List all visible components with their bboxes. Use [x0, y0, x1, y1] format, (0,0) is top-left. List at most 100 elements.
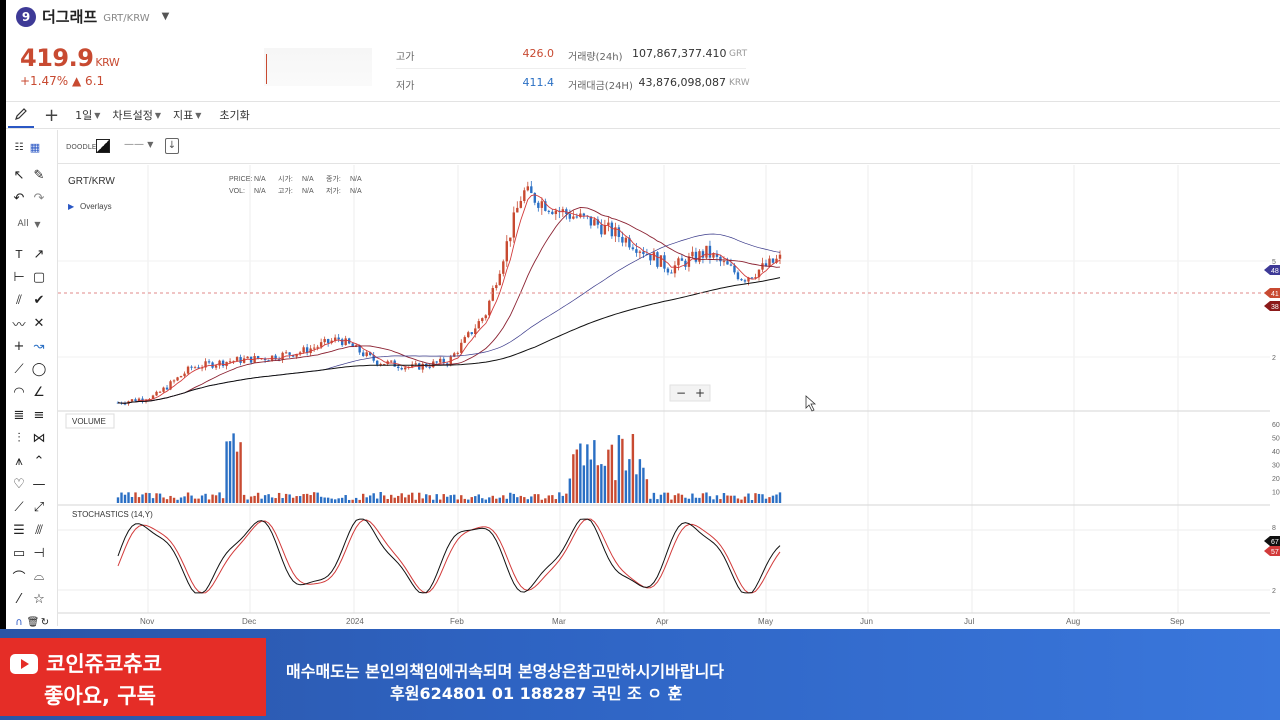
candle-body	[743, 280, 747, 282]
volume-bar	[736, 498, 740, 503]
candle-body	[754, 277, 757, 279]
price-marker	[1264, 301, 1280, 311]
candle-body	[239, 357, 242, 363]
list-view-icon[interactable]: ☷	[14, 141, 24, 153]
gann-tool-icon[interactable]: ∠	[33, 384, 45, 400]
rectangle-tool-icon[interactable]: ▭	[12, 545, 26, 561]
volume-bar	[235, 451, 239, 503]
chart-settings-button[interactable]: 차트설정 ▼	[112, 109, 162, 122]
volume-bar	[249, 496, 253, 503]
interval-select[interactable]: 1일 ▼	[75, 109, 101, 122]
volume-bar	[127, 492, 130, 503]
volume-bar	[421, 498, 424, 503]
volume-bar	[312, 492, 316, 503]
volume-bar	[425, 494, 428, 503]
star-tool-icon[interactable]: ☆	[33, 591, 45, 607]
extended-line-tool-icon[interactable]: ⤢	[33, 499, 45, 515]
tool-filter-select[interactable]: All ▼	[17, 219, 41, 229]
subscribe-prompt: 좋아요, 구독	[44, 684, 156, 708]
grid-view-icon[interactable]: ▦	[29, 140, 41, 154]
range-tool-icon[interactable]: ⊣	[33, 545, 45, 561]
parallel-tool-icon[interactable]: ⫻	[35, 522, 43, 538]
cross-tool-icon[interactable]: ✕	[33, 315, 45, 331]
volume-bar	[375, 498, 379, 503]
candle-body	[158, 391, 162, 393]
cursor-icon[interactable]: ↖	[13, 167, 25, 183]
zoom-in-button[interactable]: +	[695, 386, 705, 400]
overlays-expand-icon[interactable]: ▶	[68, 202, 75, 211]
volume-bar	[589, 459, 593, 503]
bowtie-tool-icon[interactable]: ⋈	[32, 430, 46, 446]
chevron-down-icon[interactable]: ▼	[161, 11, 170, 22]
indicators-button[interactable]: 지표 ▼	[173, 109, 202, 122]
brush-tool-icon[interactable]: ⫽	[16, 292, 22, 308]
volume-bar	[631, 434, 635, 503]
chevron-down-icon: ▼	[154, 110, 162, 120]
youtube-channel-box: 코인쥬코츄코 좋아요, 구독	[0, 638, 266, 716]
volume-bar	[603, 465, 607, 503]
brush-stroke-tool-icon[interactable]: ⁄	[17, 591, 21, 607]
fib-retrace-tool-icon[interactable]: ≣	[13, 407, 25, 423]
amount-label: 거래대금(24H)	[568, 81, 633, 92]
candle-body	[537, 202, 540, 208]
volume-bar	[733, 495, 736, 503]
line-style-select[interactable]: —— ▼	[124, 139, 154, 150]
curve-tool-icon[interactable]: ⌒	[12, 570, 26, 586]
pencil-icon[interactable]: ✎	[33, 167, 45, 183]
fib-ext-tool-icon[interactable]: ≡	[33, 407, 45, 423]
redo-icon[interactable]: ↷	[33, 190, 45, 206]
trash-icon[interactable]: 🗑	[26, 616, 40, 628]
angle-tool-icon[interactable]: ⌃	[33, 453, 45, 469]
arrow-tool-icon[interactable]: ↗	[33, 246, 45, 262]
magnet-icon[interactable]: ∩	[15, 616, 23, 628]
ray-tool-icon[interactable]: ⟋	[14, 499, 24, 515]
zoom-out-button[interactable]: −	[676, 386, 686, 400]
refresh-icon[interactable]: ↻	[40, 616, 50, 628]
pattern-tool-icon[interactable]: ↝	[33, 338, 45, 354]
wave-tool-icon[interactable]: 〰	[12, 317, 26, 333]
text-tool-icon[interactable]: T	[15, 247, 23, 261]
fib-arc-tool-icon[interactable]: ◠	[13, 384, 25, 400]
trendline-tool-icon[interactable]: ⟋	[14, 361, 24, 377]
ellipse-tool-icon[interactable]: ◯	[31, 361, 47, 377]
candle-body	[242, 358, 246, 363]
volume-bar	[726, 495, 729, 503]
chart-pair-label: GRT/KRW	[68, 176, 115, 187]
youtube-icon	[10, 654, 38, 674]
fan-tool-icon[interactable]: ⩚	[15, 453, 23, 469]
candle-body	[256, 356, 260, 359]
candle-body	[470, 332, 473, 334]
reset-button[interactable]: 초기화	[219, 109, 250, 122]
volume-bar	[274, 498, 277, 503]
channel-tool-icon[interactable]: ☰	[13, 522, 25, 538]
candle-body	[558, 210, 561, 212]
volume-label: VOLUME	[72, 417, 106, 426]
crosshair-tool-icon[interactable]: +	[13, 338, 25, 354]
color-picker-icon[interactable]	[96, 139, 110, 153]
overlays-toggle[interactable]: Overlays	[80, 202, 112, 211]
volume-bar	[172, 497, 176, 503]
price-chart-svg[interactable]: GRT/KRW ▶ Overlays PRICE: N/A 시가: N/A 종가: N…	[58, 165, 1280, 626]
check-tool-icon[interactable]: ✔	[33, 292, 45, 308]
candle-body	[439, 358, 442, 363]
pitchfork-tool-icon[interactable]: ⫶	[17, 430, 21, 446]
volume-bar	[498, 497, 501, 503]
candle-body	[663, 255, 666, 269]
arc-tool-icon[interactable]: ⌓	[33, 568, 45, 584]
volume-bar	[183, 496, 186, 503]
pencil-icon[interactable]	[8, 102, 34, 128]
undo-icon[interactable]: ↶	[13, 190, 25, 206]
download-icon[interactable]: ↓	[165, 138, 179, 154]
chart-area[interactable]: GRT/KRW ▶ Overlays PRICE: N/A 시가: N/A 종가: N…	[58, 165, 1280, 626]
coin-selector[interactable]: 9 더그래프 GRT/KRW ▼	[16, 6, 169, 27]
measure-tool-icon[interactable]: ⊢	[13, 269, 25, 285]
crosshair-add-icon[interactable]: +	[44, 104, 60, 126]
hline-tool-icon[interactable]: —	[32, 476, 46, 492]
heart-tool-icon[interactable]: ♡	[13, 476, 25, 492]
comment-tool-icon[interactable]: ▢	[32, 269, 46, 285]
price-marker-label: 38	[1271, 304, 1279, 311]
volume-bar	[284, 493, 288, 503]
volume-bar	[712, 499, 715, 503]
volume-bar	[116, 497, 120, 503]
candle-body	[775, 258, 778, 263]
